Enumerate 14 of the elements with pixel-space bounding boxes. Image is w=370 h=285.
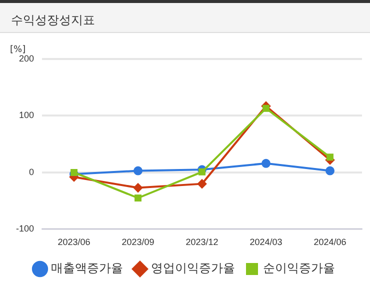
y-tick-label: 100 (18, 110, 34, 120)
x-tick-label: 2023/09 (122, 237, 154, 248)
legend-label: 매출액증가율 (51, 261, 123, 276)
legend-label: 영업이익증가율 (151, 261, 235, 276)
x-tick-label: 2023/12 (186, 237, 218, 248)
x-tick-label: 2024/06 (314, 237, 346, 248)
chart-title: 수익성장성지표 (11, 12, 95, 29)
x-tick-label: 2023/06 (58, 237, 90, 248)
y-tick-label: 200 (18, 53, 34, 64)
y-axis-title: [%] (10, 45, 26, 55)
x-tick-label: 2024/03 (250, 237, 282, 248)
y-tick-label: -100 (16, 224, 34, 234)
legend-label: 순이익증가율 (263, 261, 335, 276)
y-tick-label: 0 (29, 166, 34, 177)
